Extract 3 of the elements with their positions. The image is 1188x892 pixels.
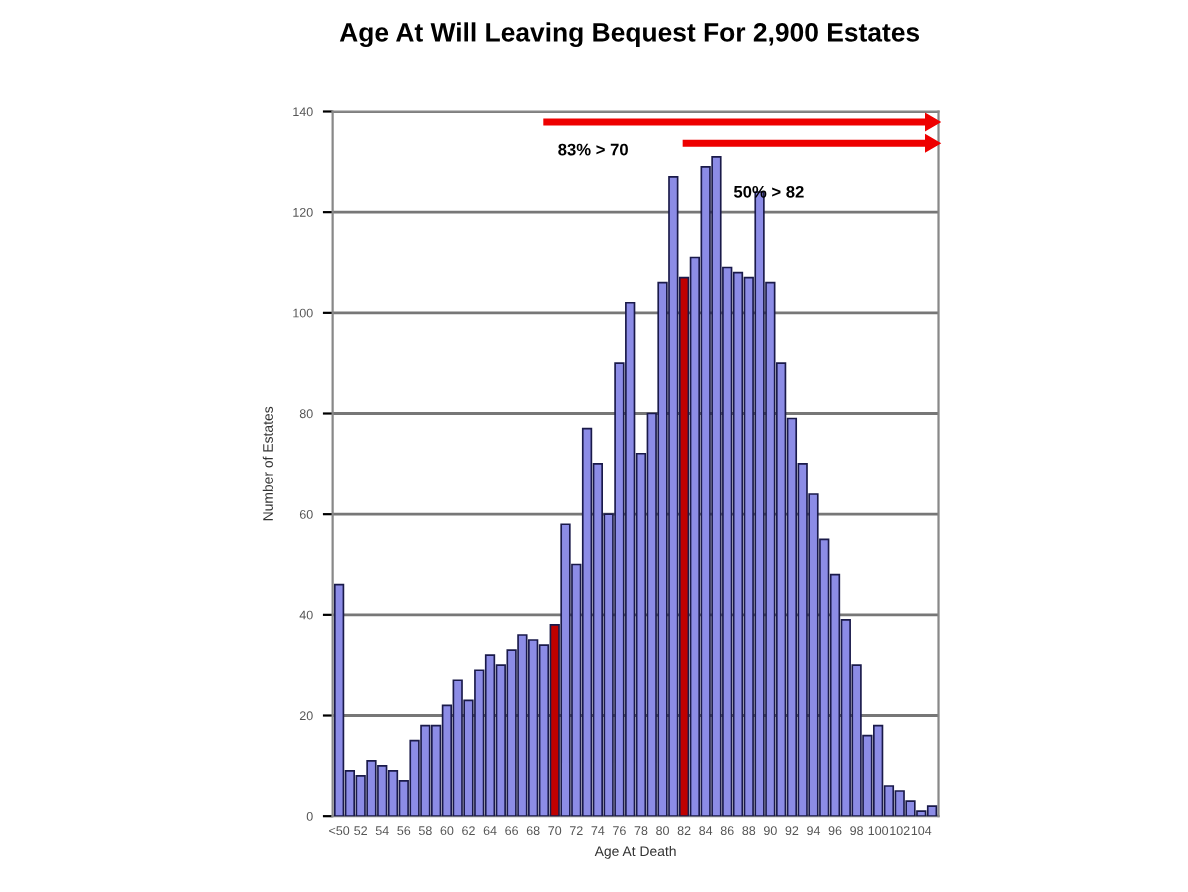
annotation: 50% > 82: [733, 185, 804, 198]
annotation: 83% > 70: [558, 143, 628, 156]
chart-title: Age At Will Leaving Bequest For 2,900 Estates: [339, 22, 920, 48]
